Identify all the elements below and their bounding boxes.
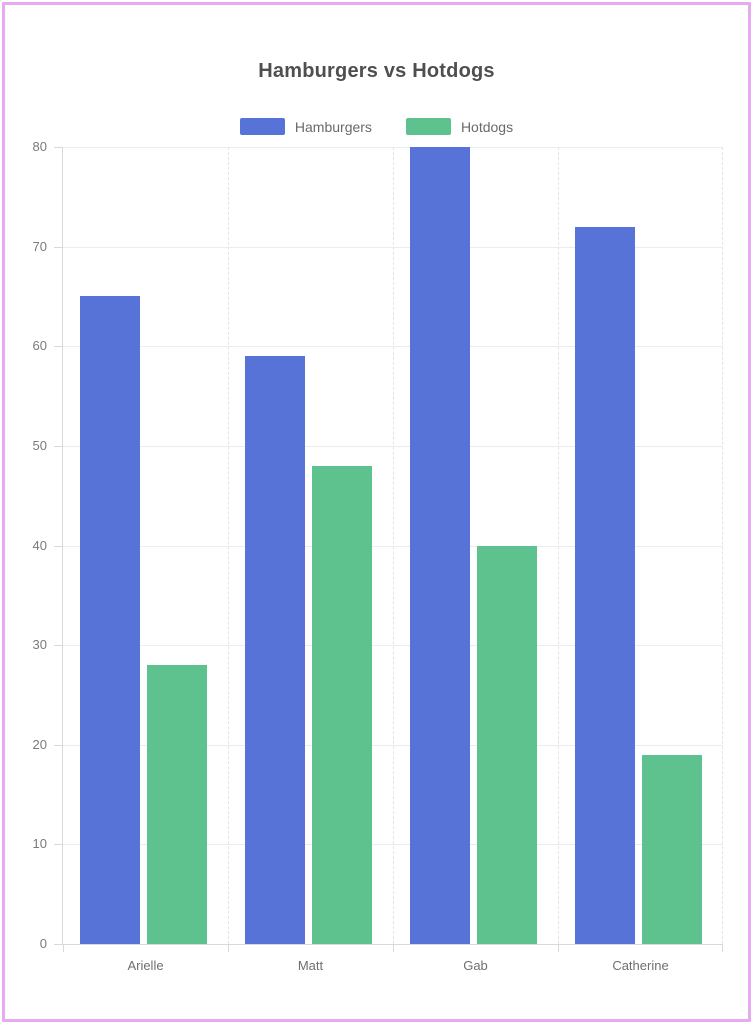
bar-hotdogs-catherine [642,754,702,944]
chart-legend: Hamburgers Hotdogs [0,118,753,135]
x-category-label-matt: Matt [297,958,324,973]
x-category-label-gab: Gab [463,958,488,973]
y-tick-20 [54,744,63,746]
bar-hamburgers-arielle [80,296,140,944]
y-tick-label-20: 20 [32,736,47,752]
y-tick-10 [54,844,63,846]
y-tick-label-60: 60 [32,338,47,354]
gridline-x-4 [722,147,723,944]
bar-hotdogs-arielle [147,665,207,944]
bar-hamburgers-gab [410,147,470,944]
legend-swatch-hotdogs [405,118,451,135]
bar-hamburgers-catherine [575,226,635,944]
legend-label-hamburgers: Hamburgers [294,118,372,135]
x-tick-3 [558,944,559,952]
x-category-label-catherine: Catherine [612,958,669,973]
gridline-x-2 [393,147,394,944]
legend-label-hotdogs: Hotdogs [460,118,514,135]
y-tick-50 [54,445,63,447]
y-tick-label-40: 40 [32,537,47,553]
y-tick-label-10: 10 [32,836,47,852]
y-tick-label-50: 50 [32,437,47,453]
y-tick-70 [54,246,63,248]
y-tick-label-30: 30 [32,637,47,653]
chart-title: Hamburgers vs Hotdogs [258,60,495,82]
legend-swatch-hamburgers [239,118,285,135]
y-tick-60 [54,346,63,348]
x-category-label-arielle: Arielle [127,958,164,973]
bar-hotdogs-matt [312,465,372,944]
x-tick-0 [63,944,64,952]
gridline-x-1 [228,147,229,944]
x-tick-1 [228,944,229,952]
y-tick-label-0: 0 [39,936,47,951]
bar-hotdogs-gab [477,545,537,944]
y-tick-30 [54,645,63,647]
y-tick-0 [54,944,63,945]
y-tick-80 [54,147,63,148]
legend-item-hotdogs: Hotdogs [405,118,514,135]
x-tick-2 [393,944,394,952]
y-tick-label-80: 80 [32,139,47,154]
y-tick-label-70: 70 [32,238,47,254]
x-tick-4 [722,944,723,952]
y-tick-40 [54,545,63,547]
legend-item-hamburgers: Hamburgers [239,118,372,135]
plot-area: 0 10 20 30 40 50 60 70 80 Arielle Matt Gab Catherine [33,139,723,973]
gridline-x-3 [558,147,559,944]
bar-hamburgers-matt [245,356,305,944]
